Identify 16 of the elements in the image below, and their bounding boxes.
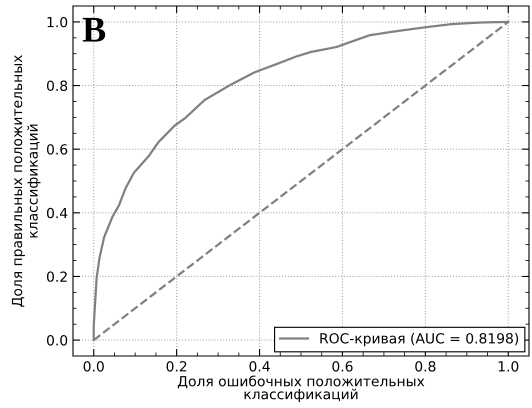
y-axis-title: Доля правильных положительных классификаций xyxy=(12,55,40,307)
x-tick-label: 0.2 xyxy=(166,361,186,372)
x-tick-label: 0.4 xyxy=(249,361,270,372)
x-tick-label: 0.8 xyxy=(415,361,436,372)
x-tick-label: 1.0 xyxy=(498,361,518,372)
y-tick-label: 0.0 xyxy=(46,335,68,346)
x-tick-label: 0.0 xyxy=(84,361,104,372)
y-tick-label: 1.0 xyxy=(48,16,68,28)
y-tick-label: 0.4 xyxy=(46,208,68,218)
x-axis-title: Доля ошибочных положительных классификаций xyxy=(178,375,424,402)
legend-label: ROC-кривая (AUC = 0.8198) xyxy=(320,332,518,346)
y-tick-label: 0.6 xyxy=(46,144,68,155)
y-tick-label: 0.2 xyxy=(46,271,67,282)
annotation: B xyxy=(82,18,106,42)
x-tick-label: 0.6 xyxy=(332,361,353,372)
y-tick-label: 0.8 xyxy=(46,80,68,92)
